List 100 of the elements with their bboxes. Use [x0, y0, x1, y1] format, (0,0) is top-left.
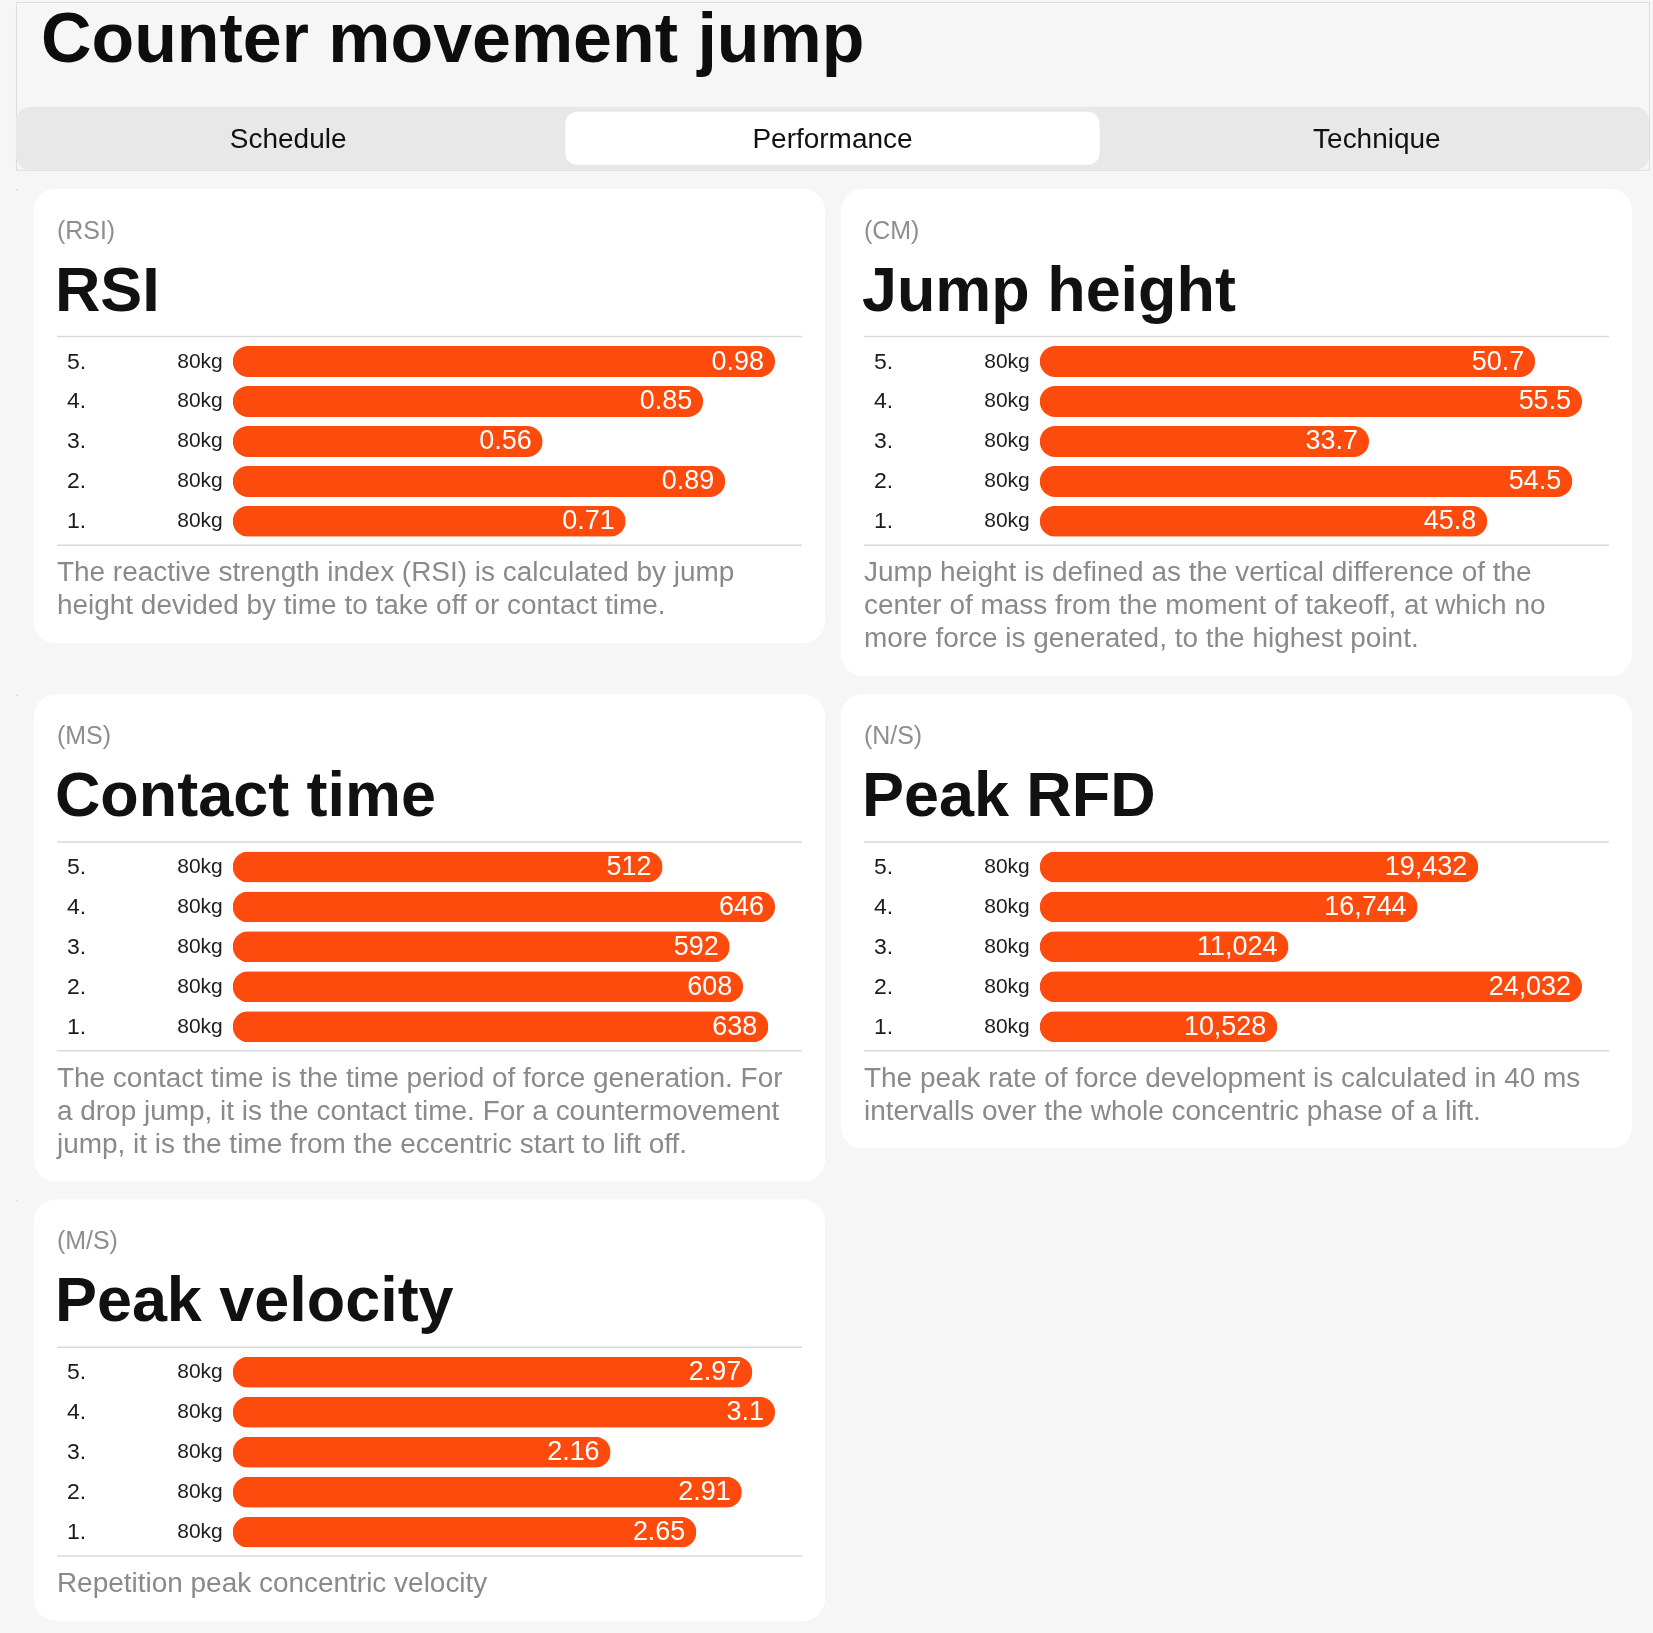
y-tick-label: 4. — [66, 387, 87, 414]
y2-tick-label: 80kg — [177, 388, 223, 412]
y2-tick-label: 80kg — [177, 468, 223, 492]
y2-tick-label: 80kg — [177, 1519, 223, 1543]
data-label: 646 — [719, 890, 765, 921]
y-tick-label: 5. — [66, 1358, 87, 1385]
y-tick-label: 5. — [873, 852, 894, 879]
y-tick-label: 2. — [66, 467, 87, 494]
y2-tick-label: 80kg — [984, 388, 1030, 412]
y2-tick-label: 80kg — [177, 428, 223, 452]
bar — [232, 505, 626, 537]
text: Technique — [1313, 122, 1441, 154]
text: Performance — [752, 122, 913, 154]
bar — [232, 1516, 697, 1548]
data-label: 0.98 — [711, 345, 765, 376]
data-label: 2.65 — [632, 1516, 686, 1547]
data-label: 33.7 — [1305, 425, 1359, 456]
data-label: 10,528 — [1183, 1010, 1267, 1041]
y2-tick-label: 80kg — [177, 1013, 223, 1037]
data-label: 3.1 — [726, 1396, 765, 1427]
y-tick-label: 5. — [66, 347, 87, 374]
data-label: 19,432 — [1384, 850, 1468, 881]
chart-title: Peak RFD — [861, 759, 1156, 829]
bar — [232, 425, 543, 457]
text: The contact time is the time period of force generation. For a drop jump, it is the contact time. For a countermovement jump, it is the time from the eccentric start to lift off. — [55, 1061, 783, 1159]
y-tick-label: 1. — [873, 507, 894, 534]
bar — [1039, 851, 1479, 883]
data-label: 592 — [673, 930, 719, 961]
y2-tick-label: 80kg — [177, 973, 223, 997]
text: The reactive strength index (RSI) is calculated by jump height devided by time to take off or contact time. — [56, 556, 735, 621]
text: Counter movement jump — [40, 0, 865, 77]
y-tick-label: 4. — [66, 892, 87, 919]
y2-tick-label: 80kg — [177, 853, 223, 877]
chart-title: Jump height — [861, 253, 1236, 324]
bar — [1039, 425, 1370, 457]
y-tick-label: 3. — [66, 1438, 87, 1465]
data-label: 0.85 — [639, 385, 693, 416]
y2-tick-label: 80kg — [984, 973, 1030, 997]
y-tick-label: 3. — [873, 932, 894, 959]
y-tick-label: 2. — [66, 1478, 87, 1505]
y-tick-label: 3. — [66, 427, 87, 454]
bar — [232, 1436, 611, 1468]
bar — [232, 891, 776, 923]
y-tick-label: 2. — [66, 972, 87, 999]
data-label: 608 — [687, 970, 733, 1001]
data-label: 24,032 — [1488, 970, 1572, 1001]
y-tick-label: 5. — [66, 852, 87, 879]
data-label: 0.56 — [479, 425, 532, 456]
bar — [1039, 891, 1418, 923]
bar — [232, 971, 744, 1003]
bar — [232, 931, 730, 963]
bar — [232, 1476, 742, 1508]
chart-subtitle: (RSI) — [56, 215, 116, 244]
bar — [232, 465, 726, 497]
bar — [232, 386, 704, 417]
y2-tick-label: 80kg — [984, 853, 1030, 877]
y-tick-label: 3. — [873, 427, 894, 454]
text: The peak rate of force development is calculated in 40 ms intervalls over the whole concentric phase of a lift. — [863, 1061, 1581, 1126]
data-label: 2.97 — [688, 1356, 742, 1387]
y-tick-label: 3. — [66, 932, 87, 959]
y2-tick-label: 80kg — [177, 933, 223, 957]
text: Repetition peak concentric velocity — [56, 1567, 488, 1599]
data-label: 2.91 — [678, 1476, 731, 1507]
y-tick-label: 1. — [66, 1518, 87, 1545]
y2-tick-label: 80kg — [177, 1399, 223, 1423]
chart-subtitle: (MS) — [56, 721, 111, 750]
y2-tick-label: 80kg — [984, 893, 1030, 917]
bar — [1039, 971, 1583, 1003]
y2-tick-label: 80kg — [984, 348, 1030, 372]
y-tick-label: 4. — [873, 387, 894, 414]
data-label: 55.5 — [1518, 385, 1572, 416]
bar — [1039, 465, 1573, 497]
bar — [1039, 346, 1536, 378]
y-tick-label: 2. — [873, 467, 894, 494]
y-tick-label: 1. — [66, 507, 87, 534]
y2-tick-label: 80kg — [984, 428, 1030, 452]
data-label: 11,024 — [1197, 930, 1278, 961]
chart-title: RSI — [54, 253, 160, 324]
data-label: 50.7 — [1471, 345, 1525, 376]
y2-tick-label: 80kg — [984, 933, 1030, 957]
chart-title: Contact time — [54, 759, 436, 829]
bar — [1039, 505, 1488, 537]
y-tick-label: 5. — [873, 347, 894, 374]
y2-tick-label: 80kg — [177, 508, 223, 532]
bar — [232, 1356, 753, 1388]
data-label: 0.89 — [661, 465, 715, 496]
data-label: 638 — [712, 1010, 758, 1041]
bar — [232, 851, 663, 883]
data-label: 45.8 — [1423, 505, 1477, 536]
y2-tick-label: 80kg — [984, 468, 1030, 492]
y2-tick-label: 80kg — [177, 893, 223, 917]
y2-tick-label: 80kg — [177, 1479, 223, 1503]
y-tick-label: 1. — [873, 1012, 894, 1039]
text: Schedule — [229, 122, 347, 154]
bar — [232, 346, 776, 378]
chart-subtitle: (N/S) — [863, 721, 923, 750]
y2-tick-label: 80kg — [984, 508, 1030, 532]
text: Jump height is defined as the vertical difference of the center of mass from the moment of takeoff, at which no more force is generated, to the highest point. — [863, 556, 1546, 654]
y-tick-label: 2. — [873, 972, 894, 999]
y-tick-label: 4. — [873, 892, 894, 919]
